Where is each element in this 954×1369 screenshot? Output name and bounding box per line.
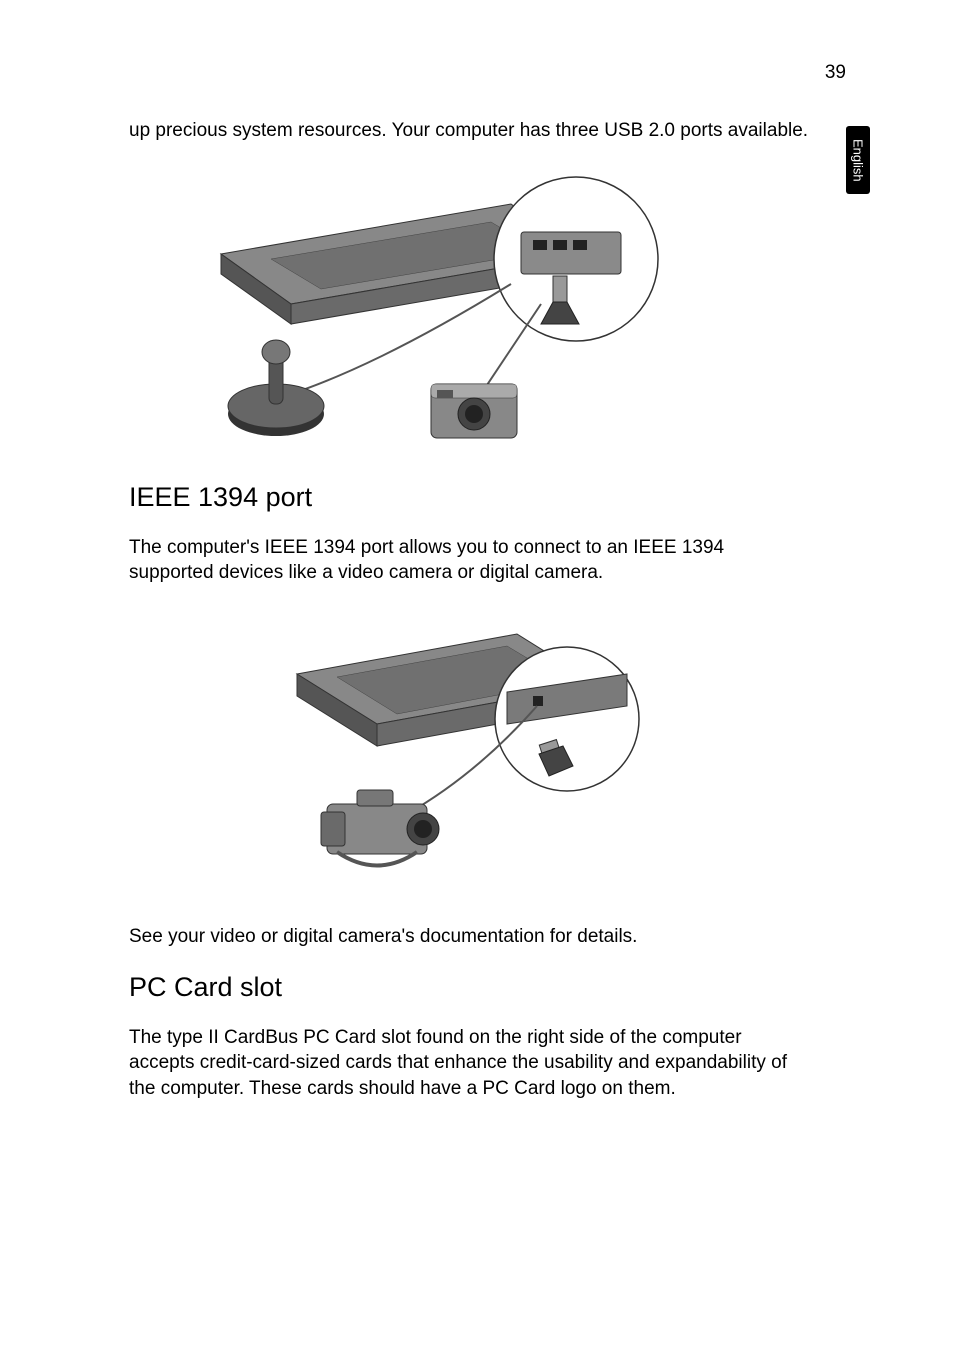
- heading-pccard: PC Card slot: [129, 972, 809, 1003]
- figure-ieee1394: [257, 614, 643, 890]
- page-content: up precious system resources. Your compu…: [129, 118, 809, 1115]
- paragraph-pccard: The type II CardBus PC Card slot found o…: [129, 1025, 809, 1102]
- page-number: 39: [825, 62, 846, 84]
- intro-paragraph: up precious system resources. Your compu…: [129, 118, 809, 144]
- paragraph-ieee1394: The computer's IEEE 1394 port allows you…: [129, 535, 809, 586]
- heading-ieee1394: IEEE 1394 port: [129, 482, 809, 513]
- language-tab: English: [846, 126, 870, 194]
- caption-ieee1394: See your video or digital camera's docum…: [129, 924, 809, 950]
- figure-usb-ports: [181, 164, 671, 452]
